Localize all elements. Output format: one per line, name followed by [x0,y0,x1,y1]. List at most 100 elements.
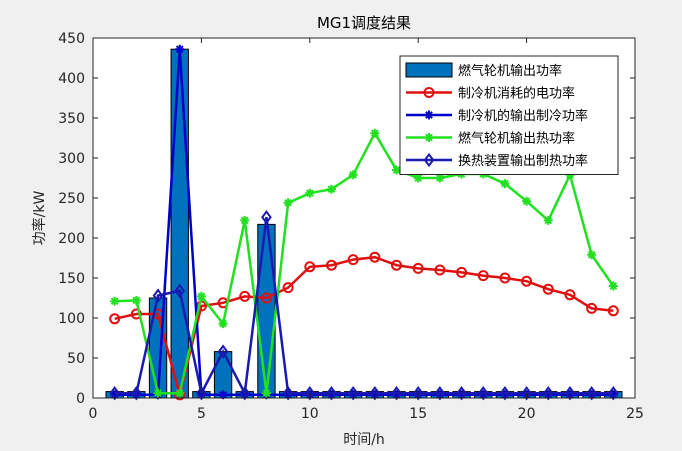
data-point [152,288,164,303]
data-point [434,264,446,276]
data-point [282,386,294,401]
data-point [435,173,445,183]
y-tick-label: 200 [58,231,85,247]
x-tick-label: 5 [197,406,206,422]
data-point [240,215,250,225]
legend-label: 制冷机的输出制冷功率 [458,108,588,124]
y-tick-label: 50 [67,351,85,367]
data-point [542,283,554,295]
data-point [413,173,423,183]
bar-gas-turbine-power [257,223,276,399]
y-tick-label: 0 [76,391,85,407]
data-point [564,289,576,301]
legend-label: 燃气轮机输出功率 [458,63,562,79]
data-point [131,390,141,400]
data-point [435,390,445,400]
y-tick-label: 450 [58,31,85,47]
data-point [565,390,575,400]
data-point [239,386,251,401]
chart-title: MG1调度结果 [317,14,411,32]
data-point [283,198,293,208]
data-point [218,319,228,329]
data-point [391,386,402,401]
y-axis-label: 功率/kW [31,191,48,246]
data-point [564,386,576,401]
legend-entry: 制冷机的输出制冷功率 [406,108,588,124]
data-point [325,259,337,271]
data-point [239,290,251,302]
data-point [412,386,424,401]
series-heat-exchanger-heating-output [109,210,619,401]
data-point [153,388,163,398]
axes-box [92,37,636,399]
data-point [456,266,468,278]
y-axis-ticks: 0 50 100 150 200 250 300 350 400 450 [58,31,635,407]
x-tick-label: 10 [301,406,319,422]
data-point [174,283,186,298]
data-point [109,386,121,401]
data-point [587,250,597,260]
data-point [217,344,229,359]
y-tick-label: 400 [58,71,85,87]
data-point [587,390,597,400]
data-point [282,282,294,294]
data-point [261,210,272,225]
legend-swatch-bar [405,62,453,78]
y-tick-label: 300 [58,151,85,167]
legend-entry: 燃气轮机输出功率 [405,62,562,79]
data-point [500,390,510,400]
data-point [391,259,403,271]
data-point [175,388,185,398]
legend-entry: 燃气轮机输出热功率 [406,131,575,147]
legend-entry: 制冷机消耗的电功率 [406,86,575,102]
data-point [543,215,553,225]
data-point [110,390,120,400]
data-point [131,295,141,305]
x-tick-label: 0 [89,406,98,422]
data-point [304,386,316,401]
data-point [326,184,336,194]
data-point [412,262,424,274]
data-point [369,251,381,263]
data-point [283,390,293,400]
series-line [114,130,615,395]
data-point [608,390,618,400]
data-point [521,275,533,287]
data-point [456,386,467,401]
y-tick-label: 100 [58,311,85,327]
legend-marker [424,133,434,142]
data-point [608,281,618,291]
data-point [522,196,532,206]
data-point [370,128,380,138]
data-point [607,305,619,317]
legend-label: 换热装置输出制热功率 [458,153,588,169]
y-tick-label: 150 [58,271,85,287]
legend-entry: 换热装置输出制热功率 [406,152,588,169]
data-point [348,390,358,400]
legend-marker [423,152,435,168]
data-point [305,188,315,198]
data-point [326,390,336,400]
y-tick-label: 250 [58,191,85,207]
data-point [434,386,446,401]
data-point [196,386,207,401]
data-point [260,292,272,304]
data-point [521,386,532,401]
legend-marker [423,87,435,98]
data-point [130,386,142,401]
data-point [175,44,185,54]
x-axis-label: 时间/h [343,432,385,448]
data-point [370,390,380,400]
y-tick-label: 350 [58,111,85,127]
data-point [110,296,120,306]
bar-gas-turbine-power [170,48,189,399]
data-point [586,302,598,314]
x-tick-label: 25 [626,406,644,422]
legend-label: 燃气轮机输出热功率 [458,131,575,147]
line-series [109,44,619,401]
data-point [499,386,511,401]
data-point [477,270,489,282]
x-axis-ticks: 0 5 10 15 20 25 [89,38,644,422]
legend: 燃气轮机输出功率制冷机消耗的电功率制冷机的输出制冷功率燃气轮机输出热功率换热装置… [399,55,619,175]
